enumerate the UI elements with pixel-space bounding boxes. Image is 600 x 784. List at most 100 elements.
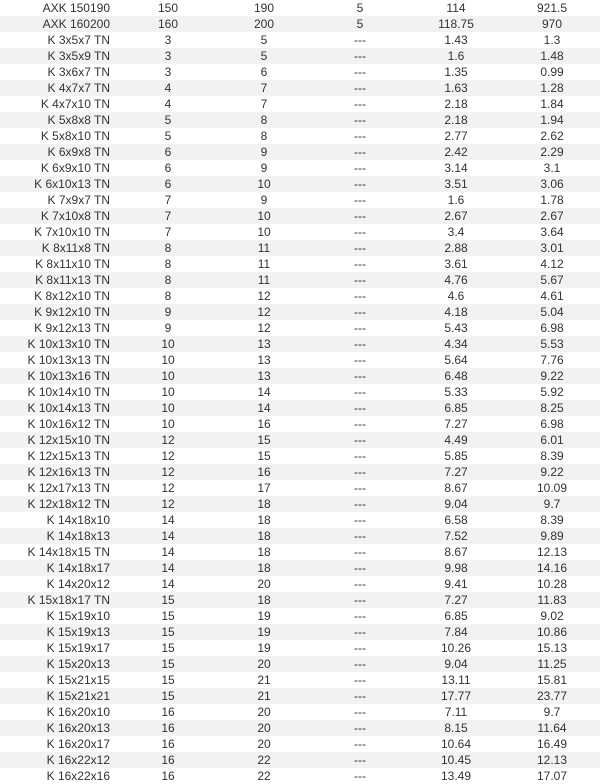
cell-col5: 6.98 — [504, 320, 600, 336]
table-row: K 16x22x121622---10.4512.13 — [0, 752, 600, 768]
cell-col0: K 10x13x13 TN — [0, 352, 120, 368]
cell-col5: 12.13 — [504, 544, 600, 560]
table-row: K 15x19x131519---7.8410.86 — [0, 624, 600, 640]
cell-col2: 13 — [216, 352, 312, 368]
cell-col0: K 4x7x7 TN — [0, 80, 120, 96]
cell-col2: 20 — [216, 704, 312, 720]
cell-col2: 22 — [216, 752, 312, 768]
cell-col5: 2.67 — [504, 208, 600, 224]
cell-col2: 17 — [216, 480, 312, 496]
cell-col0: K 15x19x13 — [0, 624, 120, 640]
cell-col5: 1.78 — [504, 192, 600, 208]
cell-col5: 6.01 — [504, 432, 600, 448]
cell-col3: --- — [312, 640, 408, 656]
cell-col5: 2.29 — [504, 144, 600, 160]
cell-col3: --- — [312, 608, 408, 624]
cell-col2: 16 — [216, 416, 312, 432]
cell-col5: 5.67 — [504, 272, 600, 288]
cell-col2: 12 — [216, 304, 312, 320]
cell-col1: 7 — [120, 224, 216, 240]
cell-col4: 1.6 — [408, 192, 504, 208]
table-row: K 15x21x211521---17.7723.77 — [0, 688, 600, 704]
table-row: K 16x22x161622---13.4917.07 — [0, 768, 600, 784]
cell-col5: 23.77 — [504, 688, 600, 704]
table-row: K 8x11x8 TN811---2.883.01 — [0, 240, 600, 256]
cell-col5: 9.7 — [504, 496, 600, 512]
cell-col1: 15 — [120, 656, 216, 672]
cell-col5: 10.28 — [504, 576, 600, 592]
cell-col2: 190 — [216, 0, 312, 16]
cell-col1: 3 — [120, 64, 216, 80]
cell-col3: --- — [312, 416, 408, 432]
cell-col4: 8.67 — [408, 544, 504, 560]
cell-col3: --- — [312, 432, 408, 448]
cell-col4: 5.85 — [408, 448, 504, 464]
cell-col3: --- — [312, 752, 408, 768]
cell-col2: 11 — [216, 240, 312, 256]
cell-col0: K 3x6x7 TN — [0, 64, 120, 80]
table-row: K 14x18x131418---7.529.89 — [0, 528, 600, 544]
cell-col0: K 7x10x8 TN — [0, 208, 120, 224]
cell-col5: 6.98 — [504, 416, 600, 432]
cell-col2: 9 — [216, 192, 312, 208]
cell-col4: 5.64 — [408, 352, 504, 368]
cell-col4: 4.76 — [408, 272, 504, 288]
cell-col1: 10 — [120, 336, 216, 352]
cell-col1: 15 — [120, 688, 216, 704]
cell-col4: 10.64 — [408, 736, 504, 752]
cell-col4: 6.48 — [408, 368, 504, 384]
cell-col2: 20 — [216, 576, 312, 592]
cell-col1: 12 — [120, 464, 216, 480]
cell-col4: 114 — [408, 0, 504, 16]
cell-col0: K 10x14x10 TN — [0, 384, 120, 400]
table-row: K 14x18x171418---9.9814.16 — [0, 560, 600, 576]
cell-col2: 200 — [216, 16, 312, 32]
cell-col1: 14 — [120, 512, 216, 528]
cell-col2: 10 — [216, 176, 312, 192]
cell-col4: 1.63 — [408, 80, 504, 96]
cell-col2: 5 — [216, 48, 312, 64]
cell-col1: 10 — [120, 368, 216, 384]
cell-col0: K 16x22x12 — [0, 752, 120, 768]
cell-col3: --- — [312, 352, 408, 368]
cell-col5: 15.81 — [504, 672, 600, 688]
table-row: K 3x5x7 TN35---1.431.3 — [0, 32, 600, 48]
cell-col5: 9.22 — [504, 464, 600, 480]
cell-col2: 12 — [216, 288, 312, 304]
cell-col4: 8.15 — [408, 720, 504, 736]
cell-col0: K 4x7x10 TN — [0, 96, 120, 112]
cell-col5: 5.04 — [504, 304, 600, 320]
cell-col5: 3.64 — [504, 224, 600, 240]
cell-col2: 19 — [216, 624, 312, 640]
cell-col2: 11 — [216, 272, 312, 288]
cell-col1: 15 — [120, 624, 216, 640]
table-row: K 4x7x10 TN47---2.181.84 — [0, 96, 600, 112]
cell-col5: 1.94 — [504, 112, 600, 128]
table-row: K 14x20x121420---9.4110.28 — [0, 576, 600, 592]
cell-col1: 8 — [120, 288, 216, 304]
cell-col2: 19 — [216, 640, 312, 656]
cell-col0: K 8x11x8 TN — [0, 240, 120, 256]
cell-col5: 11.25 — [504, 656, 600, 672]
cell-col5: 1.84 — [504, 96, 600, 112]
table-row: K 15x19x171519---10.2615.13 — [0, 640, 600, 656]
cell-col2: 21 — [216, 688, 312, 704]
cell-col5: 17.07 — [504, 768, 600, 784]
cell-col4: 9.98 — [408, 560, 504, 576]
cell-col3: --- — [312, 688, 408, 704]
cell-col3: --- — [312, 272, 408, 288]
cell-col1: 15 — [120, 672, 216, 688]
cell-col2: 12 — [216, 320, 312, 336]
table-row: K 16x20x131620---8.1511.64 — [0, 720, 600, 736]
cell-col0: K 6x10x13 TN — [0, 176, 120, 192]
cell-col0: K 5x8x8 TN — [0, 112, 120, 128]
cell-col5: 8.39 — [504, 512, 600, 528]
cell-col3: --- — [312, 400, 408, 416]
table-row: K 7x9x7 TN79---1.61.78 — [0, 192, 600, 208]
cell-col2: 19 — [216, 608, 312, 624]
cell-col4: 7.52 — [408, 528, 504, 544]
cell-col5: 3.06 — [504, 176, 600, 192]
cell-col4: 3.14 — [408, 160, 504, 176]
cell-col0: K 9x12x10 TN — [0, 304, 120, 320]
cell-col3: --- — [312, 112, 408, 128]
